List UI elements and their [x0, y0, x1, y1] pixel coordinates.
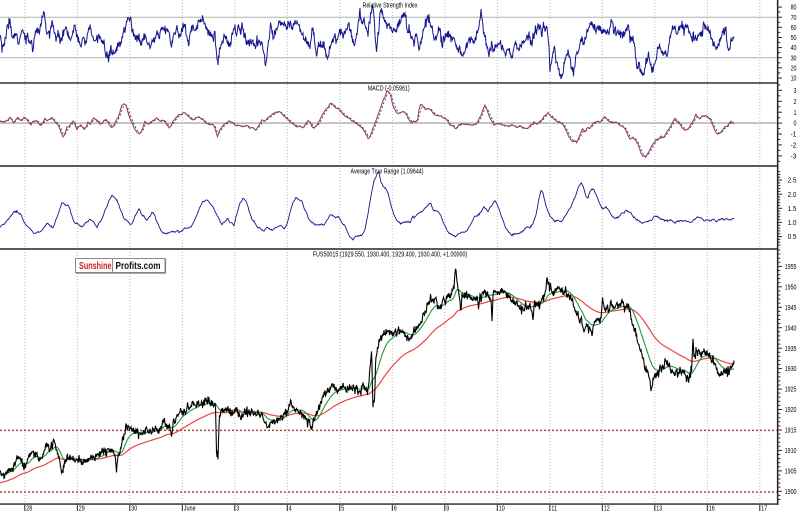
svg-text:FUS50015 (1929.550, 1930.400,: FUS50015 (1929.550, 1930.400, 1929.400, …: [313, 251, 468, 258]
svg-text:5: 5: [341, 506, 344, 513]
svg-text:-1: -1: [791, 132, 797, 139]
svg-text:1955: 1955: [785, 264, 797, 271]
svg-text:1915: 1915: [785, 428, 797, 435]
svg-text:2.0: 2.0: [788, 192, 797, 199]
svg-text:Profits.com: Profits.com: [116, 260, 161, 272]
svg-text:4: 4: [289, 506, 292, 513]
svg-text:60: 60: [791, 25, 797, 32]
svg-text:10: 10: [791, 76, 797, 83]
svg-text:12: 12: [604, 506, 610, 513]
svg-text:1900: 1900: [785, 489, 797, 496]
svg-text:1.5: 1.5: [788, 206, 797, 213]
svg-text:1: 1: [794, 110, 797, 117]
svg-text:6: 6: [394, 506, 397, 513]
svg-text:80: 80: [791, 5, 797, 12]
svg-text:1930: 1930: [785, 366, 797, 373]
svg-text:11: 11: [551, 506, 557, 513]
svg-text:13: 13: [656, 506, 662, 513]
svg-text:1945: 1945: [785, 305, 797, 312]
svg-text:1905: 1905: [785, 469, 797, 476]
svg-text:16: 16: [709, 506, 715, 513]
svg-text:1940: 1940: [785, 325, 797, 332]
svg-text:30: 30: [791, 55, 797, 62]
svg-text:17: 17: [761, 506, 767, 513]
svg-text:1910: 1910: [785, 448, 797, 455]
svg-text:1935: 1935: [785, 346, 797, 353]
svg-text:-3: -3: [791, 154, 797, 161]
svg-text:-2: -2: [791, 143, 797, 150]
svg-text:Average True Range (1.09644): Average True Range (1.09644): [351, 168, 424, 175]
svg-text:3: 3: [236, 506, 239, 513]
svg-text:3: 3: [794, 88, 797, 95]
svg-text:1950: 1950: [785, 284, 797, 291]
svg-text:30: 30: [131, 506, 137, 513]
svg-text:0.5: 0.5: [788, 234, 797, 241]
svg-text:1925: 1925: [785, 387, 797, 394]
svg-text:1.0: 1.0: [788, 220, 797, 227]
svg-text:28: 28: [26, 506, 32, 513]
svg-text:50: 50: [791, 35, 797, 42]
svg-text:MACD (-0.05961): MACD (-0.05961): [368, 85, 410, 92]
svg-text:Relative Strength Index: Relative Strength Index: [363, 2, 418, 9]
svg-text:1920: 1920: [785, 407, 797, 414]
svg-text:29: 29: [79, 506, 85, 513]
svg-text:Sunshine: Sunshine: [79, 260, 112, 272]
svg-text:2: 2: [794, 99, 797, 106]
svg-text:0: 0: [794, 121, 797, 128]
svg-text:2.5: 2.5: [788, 178, 797, 185]
svg-text:10: 10: [499, 506, 505, 513]
svg-text:9: 9: [446, 506, 449, 513]
svg-text:70: 70: [791, 15, 797, 22]
svg-text:40: 40: [791, 45, 797, 52]
svg-text:20: 20: [791, 65, 797, 72]
svg-text:June: June: [184, 506, 196, 513]
